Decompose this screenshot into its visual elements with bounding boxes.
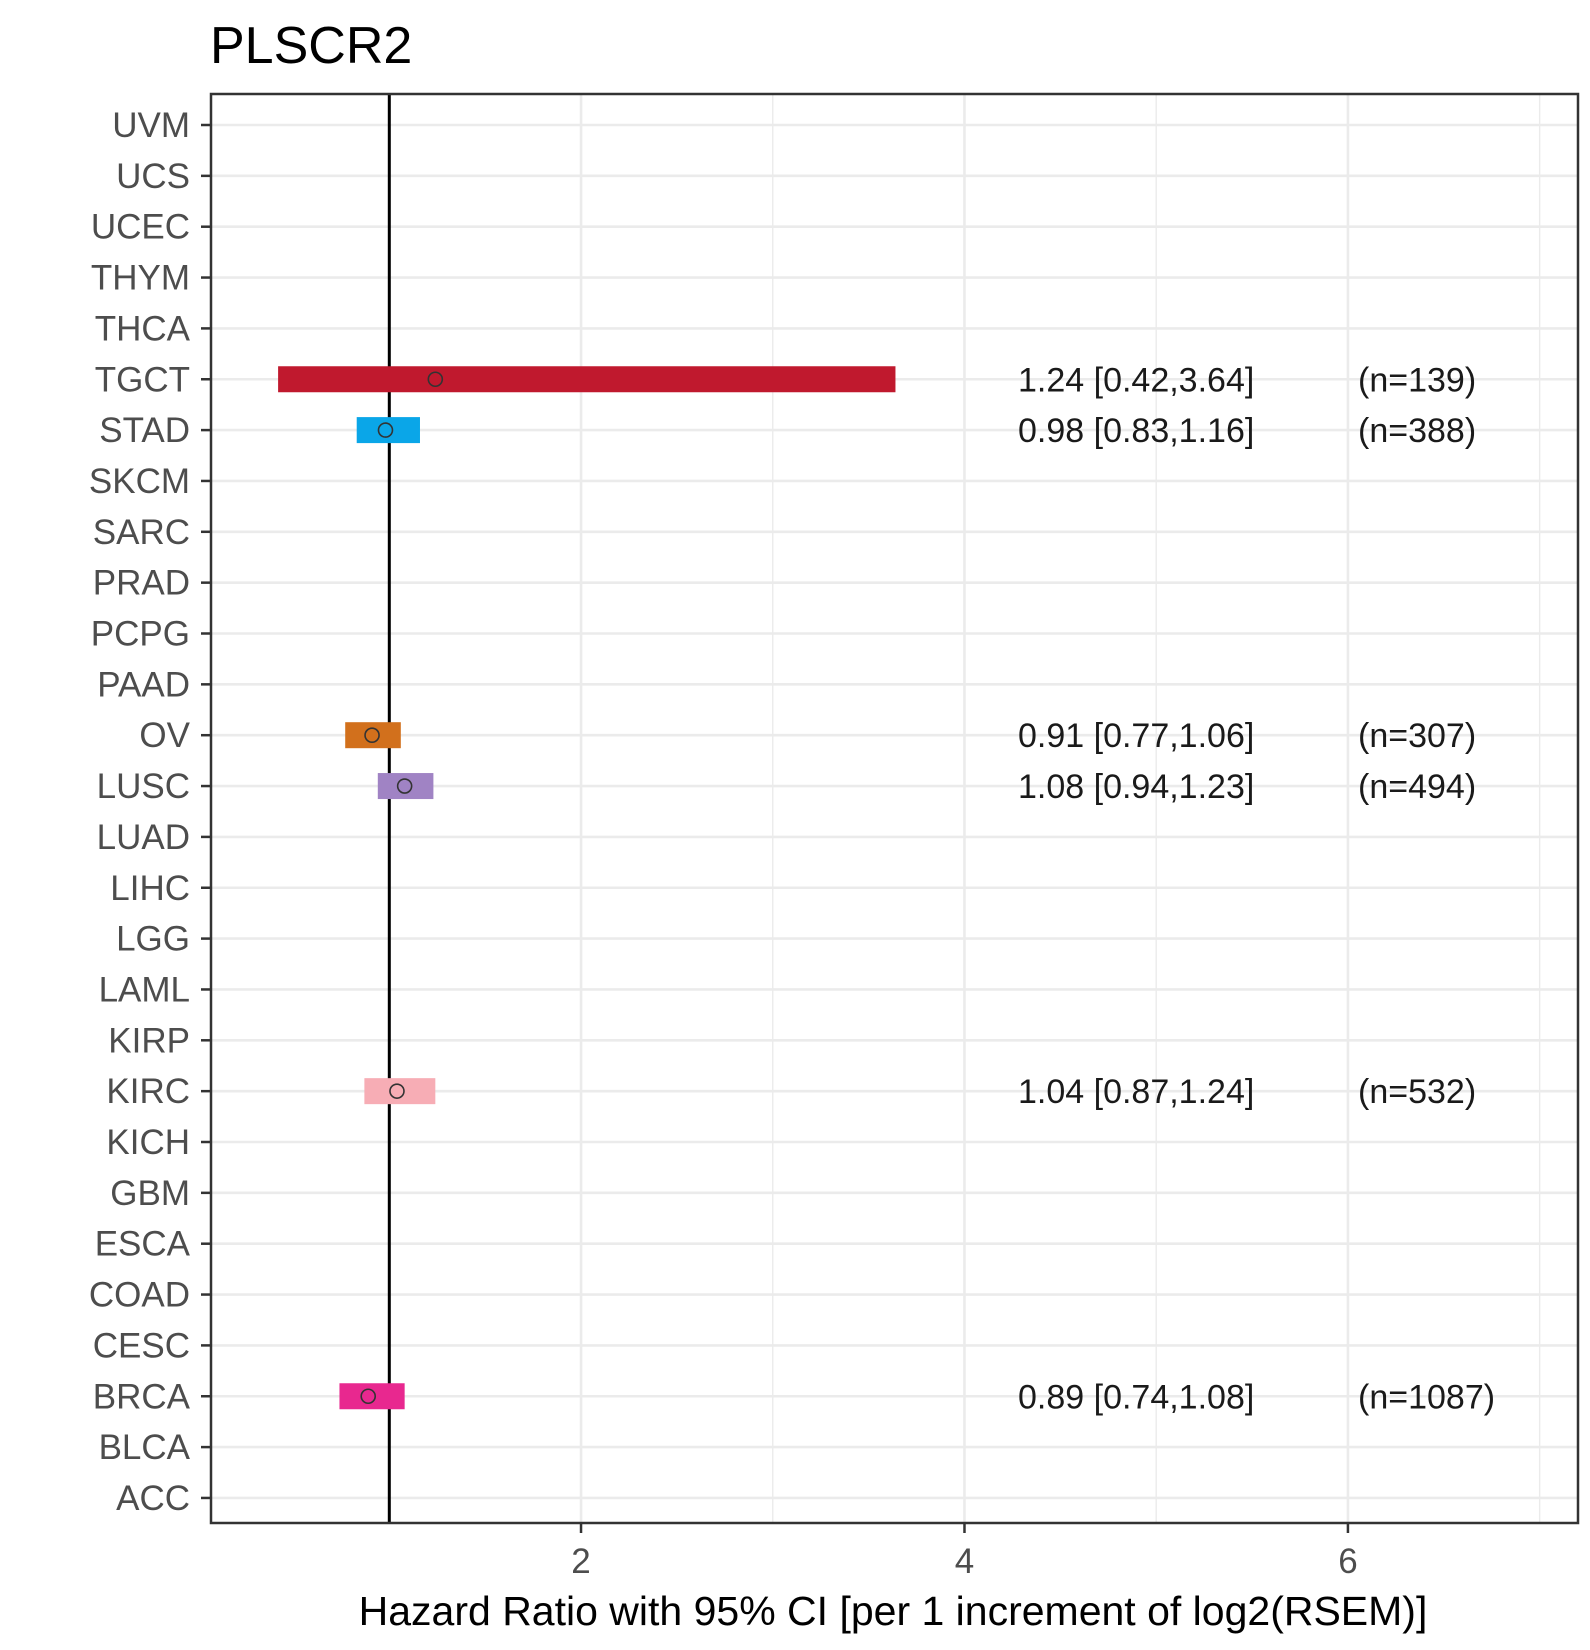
y-tick-label: LGG [116, 920, 190, 959]
y-tick-label: LUAD [97, 818, 190, 857]
ci-bar [278, 366, 896, 393]
y-tick-label: LIHC [110, 869, 190, 908]
grid-lines [211, 94, 1578, 1523]
y-tick-label: TGCT [95, 360, 190, 399]
plot-panel-background [211, 94, 1578, 1523]
hr-ci-label: 1.04 [0.87,1.24] [1018, 1073, 1254, 1111]
y-tick-label: BRCA [93, 1377, 191, 1416]
y-tick-label: PRAD [93, 564, 190, 603]
y-tick-label: PAAD [97, 665, 190, 704]
hr-point [427, 371, 444, 388]
y-tick-label: GBM [110, 1174, 190, 1213]
y-tick-label: CESC [93, 1326, 190, 1365]
x-tick-label: 6 [1338, 1542, 1357, 1581]
hr-point [360, 1388, 377, 1405]
plot-panel-border [209, 92, 1580, 1525]
hr-point [389, 1083, 405, 1099]
sample-size-label: (n=532) [1358, 1073, 1476, 1111]
y-tick-label: UVM [112, 106, 190, 145]
y-axis: UVM UCS UCEC THYM THCA TGCT STAD SKCM SARC PRAD PC… [89, 106, 211, 1518]
y-tick-label: UCEC [91, 208, 190, 247]
x-tick-label: 2 [571, 1542, 590, 1581]
hr-ci-label: 1.08 [0.94,1.23] [1018, 768, 1254, 806]
ci-bar [345, 722, 401, 749]
y-tick-label: PCPG [91, 615, 190, 654]
y-tick-label: UCS [116, 157, 190, 196]
x-axis-label: Hazard Ratio with 95% CI [per 1 incremen… [359, 1588, 1428, 1634]
hr-ci-label: 0.98 [0.83,1.16] [1018, 412, 1254, 450]
sample-size-label: (n=388) [1358, 412, 1476, 450]
y-tick-label: KIRC [106, 1072, 190, 1111]
ci-bar [364, 1078, 436, 1105]
sample-size-label: (n=139) [1358, 361, 1476, 399]
sample-size-label: (n=1087) [1358, 1378, 1495, 1416]
confidence-intervals [278, 366, 896, 1410]
chart-title: PLSCR2 [210, 17, 412, 75]
y-tick-label: ESCA [95, 1225, 191, 1264]
y-tick-label: COAD [89, 1276, 190, 1315]
ci-bar [339, 1383, 405, 1410]
hr-ci-label: 0.91 [0.77,1.06] [1018, 717, 1254, 755]
x-tick-label: 4 [955, 1542, 974, 1581]
hr-annotations: 1.24 [0.42,3.64] (n=139) 0.98 [0.83,1.16] (… [1018, 361, 1495, 1416]
sample-size-label: (n=307) [1358, 717, 1476, 755]
ci-bar [356, 417, 420, 444]
y-tick-label: KIRP [108, 1021, 190, 1060]
ci-bar [377, 773, 434, 800]
sample-size-label: (n=494) [1358, 768, 1476, 806]
y-tick-label: ACC [116, 1479, 190, 1518]
hr-point [377, 422, 394, 438]
y-tick-label: LUSC [97, 767, 190, 806]
hr-point [396, 778, 413, 794]
y-tick-label: STAD [99, 411, 190, 450]
y-tick-label: SARC [93, 513, 190, 552]
y-tick-label: THCA [95, 309, 191, 348]
y-tick-label: BLCA [99, 1428, 191, 1467]
y-tick-label: KICH [106, 1123, 190, 1162]
y-tick-label: OV [139, 716, 190, 755]
hr-point [364, 727, 380, 744]
x-axis: 2 4 6 [571, 1523, 1358, 1581]
y-tick-label: SKCM [89, 462, 190, 501]
hr-ci-label: 0.89 [0.74,1.08] [1018, 1378, 1254, 1416]
y-tick-label: LAML [99, 970, 190, 1009]
hr-ci-label: 1.24 [0.42,3.64] [1018, 361, 1254, 399]
y-tick-label: THYM [91, 259, 190, 298]
